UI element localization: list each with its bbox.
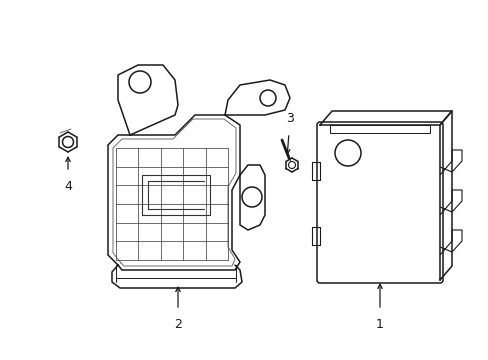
Text: 4: 4: [64, 180, 72, 193]
Text: 3: 3: [285, 112, 293, 125]
Text: 1: 1: [375, 318, 383, 331]
Bar: [329, 125, 429, 133]
Text: 2: 2: [174, 318, 182, 331]
